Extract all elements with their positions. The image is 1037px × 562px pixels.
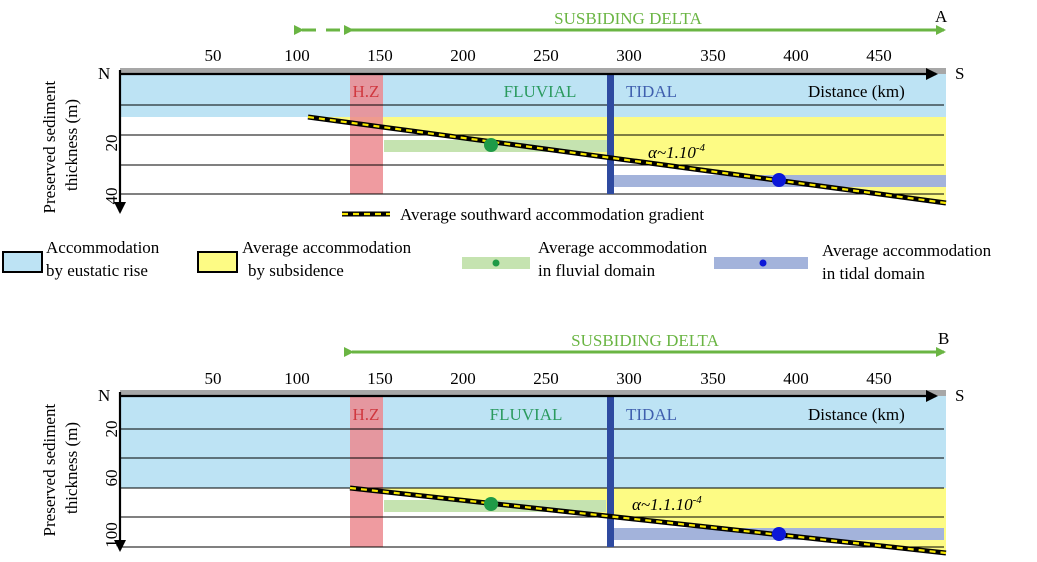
distance-label: Distance (km): [808, 405, 905, 424]
x-tick-label: 50: [205, 46, 222, 65]
north-label: N: [98, 386, 110, 405]
x-tick-labels: 50 100 150 200 250 300 350 400 450: [205, 46, 892, 65]
x-tick-label: 450: [866, 369, 892, 388]
x-tick-label: 50: [205, 369, 222, 388]
tidal-average-dot: [772, 527, 786, 541]
tidal-label: TIDAL: [626, 82, 677, 101]
fluvial-average-dot: [484, 138, 498, 152]
north-label: N: [98, 64, 110, 83]
x-tick-label: 400: [783, 369, 809, 388]
panel-a: SUSBIDING DELTA A 50 100 150 200 250 300…: [40, 7, 964, 224]
hz-band: [350, 74, 383, 194]
y-tick-label: 60: [102, 470, 121, 487]
legend-label-tidal: Average accommodation in tidal domain: [822, 241, 995, 283]
hz-label: H.Z: [353, 82, 380, 101]
y-tick-label: 100: [102, 522, 121, 548]
depth-grid: [120, 104, 944, 195]
x-tick-label: 200: [450, 46, 476, 65]
fluvial-label: FLUVIAL: [504, 82, 577, 101]
tidal-label: TIDAL: [626, 405, 677, 424]
x-tick-label: 150: [367, 369, 393, 388]
x-tick-label: 250: [533, 369, 559, 388]
panel-letter: A: [935, 7, 948, 26]
y-axis-label: Preserved sediment thickness (m): [40, 77, 81, 214]
x-tick-label: 150: [367, 46, 393, 65]
depth-grid: [120, 428, 944, 548]
gradient-value: α~1.10-4: [648, 142, 706, 162]
panel-letter: B: [938, 329, 949, 348]
gradient-legend: Average southward accommodation gradient: [342, 205, 704, 224]
legend-label-subsidence: Average accommodation by subsidence: [242, 238, 415, 280]
x-tick-label: 400: [783, 46, 809, 65]
y-tick-label: 20: [102, 421, 121, 438]
top-axis-bar: [120, 390, 946, 396]
top-axis-bar: [120, 68, 946, 74]
accommodation-gradient-line: [349, 485, 947, 556]
x-tick-label: 350: [700, 369, 726, 388]
x-tick-labels: 50 100 150 200 250 300 350 400 450: [205, 369, 892, 388]
eustatic-fill: [120, 74, 946, 117]
hz-band: [350, 396, 383, 547]
legend-label-fluvial: Average accommodation in fluvial domain: [538, 238, 711, 280]
legend-dot-tidal: [759, 259, 767, 267]
legend-dot-fluvial: [492, 259, 500, 267]
accommodation-gradient-line: [307, 114, 947, 206]
gradient-legend-label: Average southward accommodation gradient: [400, 205, 704, 224]
legend: Accommodation by eustatic rise Average a…: [2, 238, 995, 283]
south-label: S: [955, 386, 964, 405]
legend-swatch-eustatic: [2, 251, 43, 273]
delta-title: SUSBIDING DELTA: [554, 9, 702, 28]
hz-label: H.Z: [353, 405, 380, 424]
x-tick-label: 100: [284, 369, 310, 388]
tidal-average-dot: [772, 173, 786, 187]
legend-swatch-subsidence: [197, 251, 238, 273]
legend-label-eustatic: Accommodation by eustatic rise: [46, 238, 164, 280]
x-tick-label: 200: [450, 369, 476, 388]
y-tick-label: 40: [102, 188, 121, 205]
gradient-value: α~1.1.10-4: [632, 494, 702, 514]
x-tick-label: 450: [866, 46, 892, 65]
fluvial-label: FLUVIAL: [490, 405, 563, 424]
x-tick-label: 300: [616, 46, 642, 65]
distance-label: Distance (km): [808, 82, 905, 101]
y-tick-label: 20: [102, 135, 121, 152]
x-tick-label: 250: [533, 46, 559, 65]
y-axis-label: Preserved sediment thickness (m): [40, 400, 81, 537]
tidal-boundary-line: [607, 396, 614, 547]
panel-b: SUSBIDING DELTA B 50 100 150 200 250 300…: [40, 329, 964, 556]
tidal-boundary-line: [607, 74, 614, 194]
x-tick-label: 350: [700, 46, 726, 65]
x-tick-label: 300: [616, 369, 642, 388]
eustatic-fill: [120, 396, 946, 488]
south-label: S: [955, 64, 964, 83]
x-tick-label: 100: [284, 46, 310, 65]
fluvial-average-dot: [484, 497, 498, 511]
delta-title: SUSBIDING DELTA: [571, 331, 719, 350]
